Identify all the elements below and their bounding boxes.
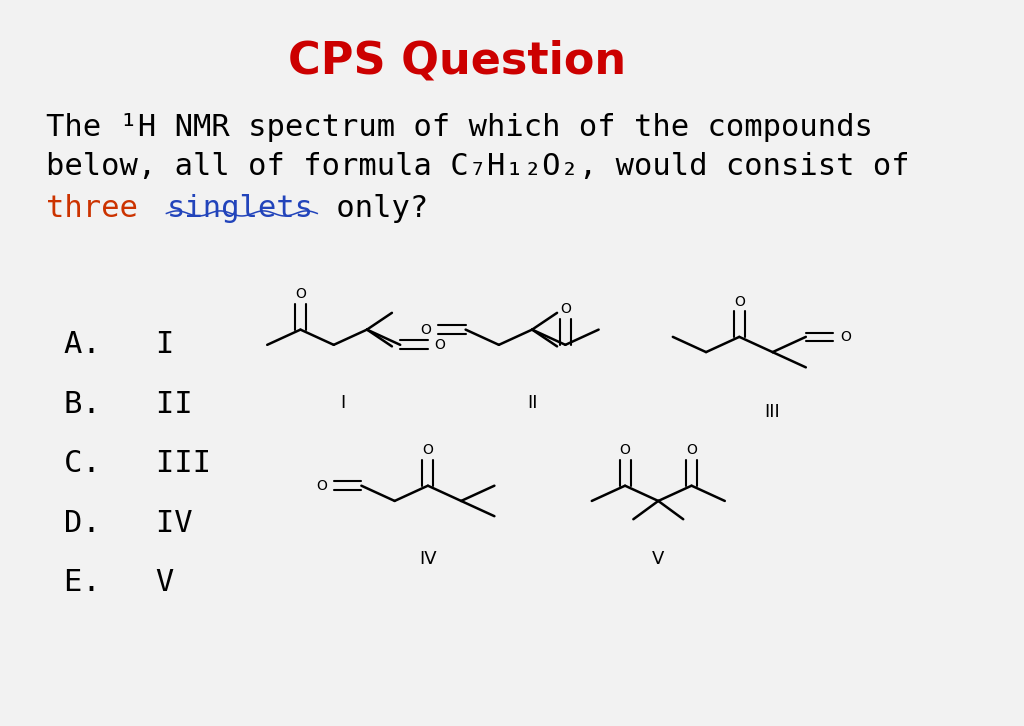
Text: O: O <box>316 478 328 493</box>
Text: O: O <box>840 330 851 344</box>
Text: A.   I: A. I <box>65 330 174 359</box>
Text: singlets: singlets <box>167 194 313 223</box>
Text: O: O <box>421 322 431 337</box>
Text: three: three <box>46 194 156 223</box>
Text: B.   II: B. II <box>65 390 193 419</box>
Text: CPS Question: CPS Question <box>288 40 627 83</box>
Text: IV: IV <box>419 550 436 568</box>
Text: The ¹H NMR spectrum of which of the compounds: The ¹H NMR spectrum of which of the comp… <box>46 113 872 142</box>
Text: D.   IV: D. IV <box>65 509 193 538</box>
Text: III: III <box>765 403 780 421</box>
Text: below, all of formula C₇H₁₂O₂, would consist of: below, all of formula C₇H₁₂O₂, would con… <box>46 152 909 182</box>
Text: O: O <box>620 444 631 457</box>
Text: only?: only? <box>318 194 428 223</box>
Text: E.   V: E. V <box>65 568 174 597</box>
Text: O: O <box>560 303 570 317</box>
Text: O: O <box>295 287 306 301</box>
Text: O: O <box>734 295 744 309</box>
Text: I: I <box>340 394 345 412</box>
Text: II: II <box>527 394 538 412</box>
Text: V: V <box>652 550 665 568</box>
Text: C.   III: C. III <box>65 449 211 478</box>
Text: O: O <box>423 444 433 457</box>
Text: O: O <box>686 444 697 457</box>
Text: O: O <box>434 338 445 352</box>
